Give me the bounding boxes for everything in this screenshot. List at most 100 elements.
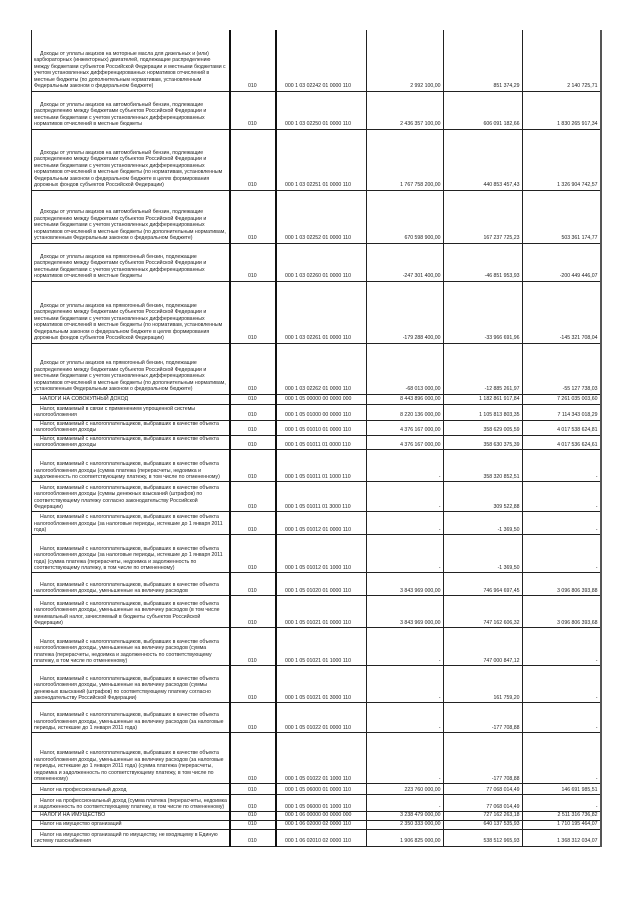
classification-code: 000 1 05 01011 01 1000 110 xyxy=(275,449,367,483)
row-name: Налог на профессиональный доход xyxy=(31,783,231,796)
remaining-amount: 1 830 265 917,34 xyxy=(521,90,602,130)
approved-amount: 8 220 136 000,00 xyxy=(365,403,444,421)
line-code: 010 xyxy=(229,419,277,436)
row-name: Налог, взимаемый с налогоплательщиков, в… xyxy=(31,665,231,704)
row-name: Налог, взимаемый с налогоплательщиков, в… xyxy=(31,627,231,667)
classification-code: 000 1 03 02252 01 0000 110 xyxy=(275,189,367,244)
approved-amount: 223 760 000,00 xyxy=(365,783,444,796)
table-row: Доходы от уплаты акцизов на моторные мас… xyxy=(31,30,602,92)
row-name: Налог, взимаемый с налогоплательщиков, в… xyxy=(31,534,231,574)
remaining-amount: - xyxy=(521,534,602,574)
line-code: 010 xyxy=(229,393,277,405)
approved-amount: 670 598 900,00 xyxy=(365,189,444,244)
table-row: Налог, взимаемый в связи с применением у… xyxy=(31,403,602,421)
executed-amount: 538 512 965,93 xyxy=(442,828,523,847)
table-row: Доходы от уплаты акцизов на прямогонный … xyxy=(31,342,602,395)
line-code: 010 xyxy=(229,481,277,513)
row-name: Налог, взимаемый с налогоплательщиков, в… xyxy=(31,732,231,785)
approved-amount: 1 767 758 200,00 xyxy=(365,128,444,191)
remaining-amount: - xyxy=(521,449,602,483)
classification-code: 000 1 05 01010 01 0000 110 xyxy=(275,419,367,436)
income-report-table: Доходы от уплаты акцизов на моторные мас… xyxy=(31,30,602,847)
approved-amount: 2 350 333 000,00 xyxy=(365,819,444,830)
executed-amount: 746 964 697,45 xyxy=(442,572,523,597)
executed-amount: 358 320 852,51 xyxy=(442,449,523,483)
table-row: Доходы от уплаты акцизов на автомобильны… xyxy=(31,189,602,244)
approved-amount: - xyxy=(365,481,444,513)
remaining-amount: 2 511 316 736,82 xyxy=(521,811,602,821)
remaining-amount: 503 361 174,77 xyxy=(521,189,602,244)
remaining-amount: 1 710 195 464,07 xyxy=(521,819,602,830)
remaining-amount: - xyxy=(521,665,602,704)
classification-code: 000 1 05 01011 01 0000 110 xyxy=(275,434,367,451)
executed-amount: 851 374,29 xyxy=(442,30,523,92)
classification-code: 000 1 05 01021 01 1000 110 xyxy=(275,627,367,667)
table-row: Налог, взимаемый с налогоплательщиков, в… xyxy=(31,481,602,513)
table-row: Налог, взимаемый с налогоплательщиков, в… xyxy=(31,732,602,785)
row-name: Налог, взимаемый с налогоплательщиков, в… xyxy=(31,481,231,513)
table-row: Налог, взимаемый с налогоплательщиков, в… xyxy=(31,449,602,483)
executed-amount: 161 759,20 xyxy=(442,665,523,704)
approved-amount: - xyxy=(365,665,444,704)
approved-amount: - xyxy=(365,702,444,734)
remaining-amount: - xyxy=(521,732,602,785)
classification-code: 000 1 03 02262 01 0000 110 xyxy=(275,342,367,395)
row-name: НАЛОГИ НА ИМУЩЕСТВО xyxy=(31,811,231,821)
executed-amount: 640 137 535,93 xyxy=(442,819,523,830)
line-code: 010 xyxy=(229,627,277,667)
executed-amount: 77 068 014,49 xyxy=(442,794,523,813)
table-row: Доходы от уплаты акцизов на автомобильны… xyxy=(31,128,602,191)
line-code: 010 xyxy=(229,242,277,282)
line-code: 010 xyxy=(229,449,277,483)
table-row: Налог, взимаемый с налогоплательщиков, в… xyxy=(31,434,602,451)
table-row: Доходы от уплаты акцизов на прямогонный … xyxy=(31,280,602,344)
classification-code: 000 1 05 01020 01 0000 110 xyxy=(275,572,367,597)
remaining-amount: - xyxy=(521,627,602,667)
table-row: Налог на имущество организаций по имущес… xyxy=(31,828,602,847)
executed-amount: 440 853 457,43 xyxy=(442,128,523,191)
classification-code: 000 1 05 06000 01 0000 110 xyxy=(275,783,367,796)
table-row: Налог, взимаемый с налогоплательщиков, в… xyxy=(31,511,602,536)
remaining-amount: 3 096 806 393,68 xyxy=(521,595,602,629)
row-name: Налог на имущество организаций по имущес… xyxy=(31,828,231,847)
table-row: Налог, взимаемый с налогоплательщиков, в… xyxy=(31,665,602,704)
line-code: 010 xyxy=(229,794,277,813)
row-name: Налог, взимаемый с налогоплательщиков, в… xyxy=(31,449,231,483)
line-code: 010 xyxy=(229,342,277,395)
line-code: 010 xyxy=(229,189,277,244)
table-row: Налог, взимаемый с налогоплательщиков, в… xyxy=(31,627,602,667)
executed-amount: 77 068 014,49 xyxy=(442,783,523,796)
executed-amount: 309 522,88 xyxy=(442,481,523,513)
executed-amount: 747 162 606,32 xyxy=(442,595,523,629)
executed-amount: -46 851 953,93 xyxy=(442,242,523,282)
classification-code: 000 1 05 01012 01 0000 110 xyxy=(275,511,367,536)
remaining-amount: -145 321 708,04 xyxy=(521,280,602,344)
classification-code: 000 1 05 01021 01 0000 110 xyxy=(275,595,367,629)
remaining-amount: 4 017 538 624,81 xyxy=(521,419,602,436)
table-row: НАЛОГИ НА СОВОКУПНЫЙ ДОХОД 010 000 1 05 00… xyxy=(31,393,602,405)
line-code: 010 xyxy=(229,811,277,821)
line-code: 010 xyxy=(229,828,277,847)
classification-code: 000 1 05 01012 01 1000 110 xyxy=(275,534,367,574)
approved-amount: 4 376 167 000,00 xyxy=(365,434,444,451)
classification-code: 000 1 03 02261 01 0000 110 xyxy=(275,280,367,344)
remaining-amount: -55 127 738,03 xyxy=(521,342,602,395)
classification-code: 000 1 05 01011 01 3000 110 xyxy=(275,481,367,513)
row-name: Доходы от уплаты акцизов на прямогонный … xyxy=(31,342,231,395)
line-code: 010 xyxy=(229,732,277,785)
line-code: 010 xyxy=(229,90,277,130)
row-name: Налог, взимаемый с налогоплательщиков, в… xyxy=(31,572,231,597)
table-row: Налог, взимаемый с налогоплательщиков, в… xyxy=(31,419,602,436)
classification-code: 000 1 05 01000 00 0000 110 xyxy=(275,403,367,421)
row-name: Доходы от уплаты акцизов на автомобильны… xyxy=(31,128,231,191)
remaining-amount: 7 261 035 003,60 xyxy=(521,393,602,405)
line-code: 010 xyxy=(229,819,277,830)
classification-code: 000 1 03 02260 01 0000 110 xyxy=(275,242,367,282)
executed-amount: 1 182 861 917,84 xyxy=(442,393,523,405)
row-name: НАЛОГИ НА СОВОКУПНЫЙ ДОХОД xyxy=(31,393,231,405)
row-name: Налог, взимаемый с налогоплательщиков, в… xyxy=(31,702,231,734)
remaining-amount: 1 326 904 742,57 xyxy=(521,128,602,191)
line-code: 010 xyxy=(229,534,277,574)
approved-amount: - xyxy=(365,511,444,536)
row-name: Налог на профессиональный доход (сумма п… xyxy=(31,794,231,813)
